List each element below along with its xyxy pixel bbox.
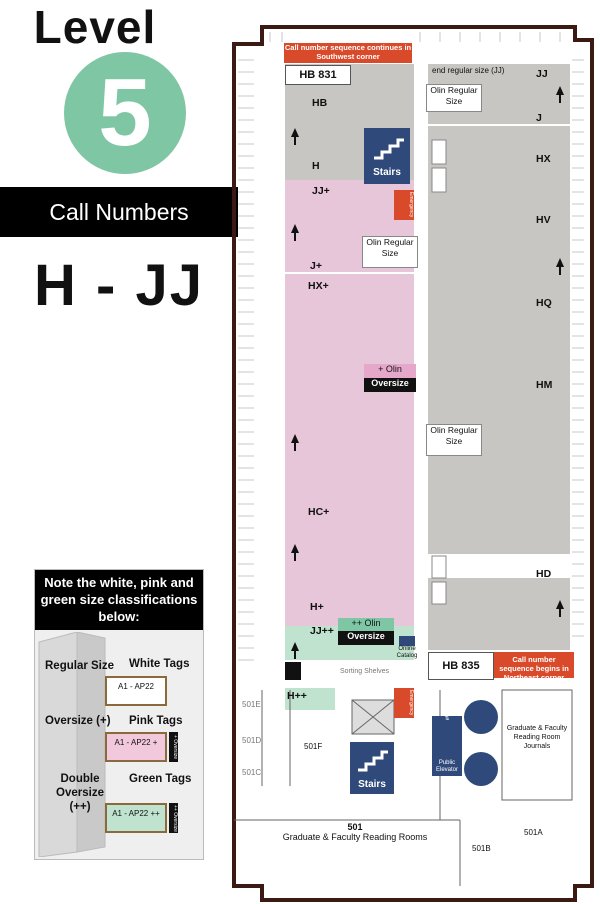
callno-jj: JJ bbox=[536, 68, 548, 80]
arrow-up-icon bbox=[291, 128, 299, 145]
callno-jj-plus: JJ+ bbox=[312, 185, 330, 197]
olin-double-oversize-box: ++ Olin Oversize bbox=[338, 618, 394, 646]
stack-gray-right bbox=[428, 64, 570, 554]
room-501a: 501A bbox=[524, 828, 543, 837]
callno-h-plus: H+ bbox=[310, 601, 324, 613]
legend-heading: Note the white, pink and green size clas… bbox=[35, 570, 203, 630]
public-elevator-label: Public Elevator bbox=[435, 760, 458, 773]
banner-continues-southwest: Call number sequence continues in Southw… bbox=[284, 43, 412, 63]
room-501-name: Graduate & Faculty Reading Rooms bbox=[282, 832, 428, 842]
shelf-illustration bbox=[38, 632, 106, 857]
callno-hb: HB bbox=[312, 97, 328, 109]
banner-begins-northeast: Call number sequence begins in Northeast… bbox=[494, 652, 574, 682]
stairs-icon-2 bbox=[358, 750, 388, 772]
stairs-north-label: Stairs bbox=[373, 167, 401, 178]
arrow-up-icon bbox=[291, 434, 299, 451]
room-501f: 501F bbox=[304, 742, 323, 751]
callno-j: J bbox=[536, 112, 542, 124]
olin-regular-right: Olin Regular Size bbox=[426, 424, 482, 456]
level-number-badge: 5 bbox=[64, 52, 186, 174]
tag-double: A1 - AP22 ++ bbox=[105, 803, 167, 833]
hb-835-label: HB 835 bbox=[428, 652, 494, 680]
legend-oversize-label: Oversize (+) bbox=[45, 715, 111, 727]
size-legend: Note the white, pink and green size clas… bbox=[34, 569, 204, 860]
plus-olin-label: + Olin bbox=[364, 364, 416, 378]
room-501-number: 501 bbox=[347, 822, 363, 832]
outer-wall bbox=[232, 25, 594, 902]
olin-regular-mid: Olin Regular Size bbox=[362, 236, 418, 268]
legend-green-tags: Green Tags bbox=[129, 773, 192, 785]
online-catalog[interactable]: Online Catalog bbox=[396, 636, 418, 666]
legend-pink-tags: Pink Tags bbox=[129, 715, 183, 727]
callno-hm: HM bbox=[536, 379, 553, 391]
call-numbers-band: Call Numbers bbox=[0, 187, 238, 237]
oversize-label-2: Oversize bbox=[338, 631, 394, 645]
arrow-up-icon bbox=[556, 258, 564, 275]
legend-regular-label: Regular Size bbox=[45, 660, 115, 672]
room-501e: 501E bbox=[242, 700, 261, 709]
room-501c: 501C bbox=[242, 768, 262, 777]
stairs-south: Stairs bbox=[350, 742, 394, 794]
callno-hx-plus: HX+ bbox=[308, 280, 329, 292]
room-501d: 501D bbox=[242, 736, 262, 745]
arrow-up-icon bbox=[291, 642, 299, 659]
callno-hc-plus: HC+ bbox=[308, 506, 330, 518]
tag-oversize-side: + Oversize bbox=[169, 732, 178, 762]
arrow-up-icon bbox=[291, 544, 299, 561]
tag-double-side: ++ Oversize bbox=[169, 803, 178, 833]
oversize-label-1: Oversize bbox=[364, 378, 416, 392]
stairs-icon bbox=[374, 138, 404, 160]
hb-831-label: HB 831 bbox=[285, 65, 351, 85]
elevator-icon: ⇅ bbox=[444, 716, 450, 722]
callno-hv: HV bbox=[536, 214, 551, 226]
legend-white-tags: White Tags bbox=[129, 658, 190, 670]
end-regular-label: end regular size (JJ) bbox=[432, 66, 505, 75]
emergency-phone-icon-2: Emergency bbox=[394, 688, 414, 718]
printer-icon bbox=[285, 662, 301, 680]
plusplus-olin-label: ++ Olin bbox=[338, 618, 394, 631]
grad-journals-label: Graduate & Faculty Reading Room Journals bbox=[506, 724, 568, 758]
online-catalog-label: Online Catalog bbox=[396, 646, 418, 659]
public-elevator[interactable]: ⇅ Public Elevator bbox=[432, 716, 462, 776]
callno-h: H bbox=[312, 160, 320, 172]
emergency-phone-icon: Emergency bbox=[394, 190, 414, 220]
callno-hq: HQ bbox=[536, 297, 552, 309]
callno-hd: HD bbox=[536, 568, 552, 580]
olin-oversize-box: + Olin Oversize bbox=[364, 364, 416, 394]
room-501b: 501B bbox=[472, 844, 491, 853]
room-walls bbox=[234, 689, 573, 886]
arrow-up-icon bbox=[556, 86, 564, 103]
tag-oversize: A1 - AP22 + bbox=[105, 732, 167, 762]
legend-double-label: Double Oversize (++) bbox=[56, 773, 104, 813]
restroom-women-icon bbox=[464, 752, 498, 786]
callno-hx: HX bbox=[536, 153, 551, 165]
computer-icon bbox=[399, 636, 415, 646]
call-number-range: H - JJ bbox=[34, 253, 204, 318]
stairs-north: Stairs bbox=[364, 128, 410, 184]
carrels-left bbox=[238, 32, 584, 661]
sorting-shelves-label: Sorting Shelves bbox=[340, 668, 390, 675]
arrow-up-icon bbox=[291, 224, 299, 241]
callno-h-plusplus: H++ bbox=[287, 690, 307, 702]
restroom-men-icon bbox=[464, 700, 498, 734]
tag-regular: A1 - AP22 bbox=[105, 676, 167, 706]
level-title: Level bbox=[33, 1, 157, 53]
callno-j-plus: J+ bbox=[310, 260, 322, 272]
olin-regular-top: Olin Regular Size bbox=[426, 84, 482, 112]
stack-green-small bbox=[285, 688, 335, 710]
stairs-south-label: Stairs bbox=[358, 779, 386, 790]
callno-jj-plusplus: JJ++ bbox=[310, 625, 334, 637]
arrow-up-icon bbox=[556, 600, 564, 617]
